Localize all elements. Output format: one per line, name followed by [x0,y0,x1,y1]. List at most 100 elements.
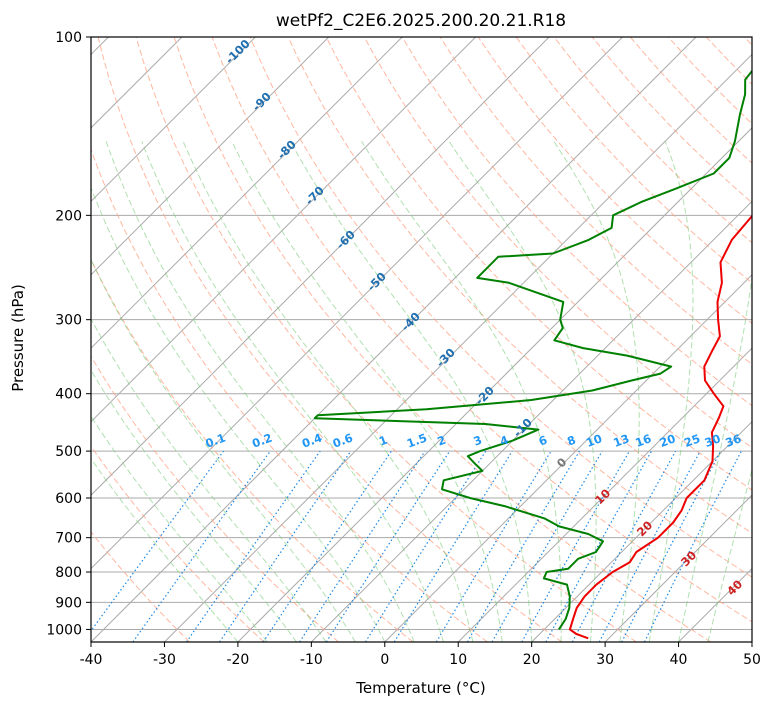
moist-adiabat-line [91,258,356,642]
y-tick-label: 800 [55,565,82,581]
isotherm-line [237,127,752,642]
dry-adiabat-line [173,37,712,642]
dry-adiabat-line [91,147,488,642]
dry-adiabat-line [287,37,752,534]
y-tick-label: 300 [55,313,82,329]
x-tick-label: -40 [80,652,103,668]
isotherm-line [91,37,256,203]
moist-adiabat-line [91,369,297,642]
mixing-ratio-line [364,450,487,642]
mixing-ratio-label: 36 [723,431,743,450]
y-tick-label: 200 [55,208,82,224]
mixing-ratio-line [643,450,742,642]
mixing-ratio-label: 20 [658,431,678,450]
mixing-ratio-label: 6 [537,433,549,449]
mixing-ratio-line [132,450,271,642]
y-axis-label: Pressure (hPa) [9,284,27,392]
y-tick-label: 600 [55,491,82,507]
mixing-ratio-line [299,450,426,642]
x-tick-label: 10 [449,652,467,668]
isotherm-line [678,567,752,642]
mixing-ratio-label: 0.1 [203,431,227,451]
isotherm-line [604,494,752,642]
isotherm-line [164,53,752,642]
mixing-ratio-label: 0.4 [300,431,324,451]
dry-adiabat-line [629,37,752,164]
dry-adiabat-line [667,37,752,125]
dry-adiabat-label: -80 [274,137,299,162]
isotherm-line [384,274,752,642]
x-tick-label: 40 [670,652,688,668]
axes-frame [90,36,753,643]
isotherm-line [91,37,477,423]
y-tick-label: 500 [55,444,82,460]
moist-adiabat-line [448,141,597,642]
mixing-ratio-line [393,450,513,642]
mixing-ratio-line [186,450,321,642]
dry-adiabat-line [211,37,752,623]
mixing-ratio-label: 30 [703,431,723,450]
isotherm-line [457,347,752,642]
mixing-ratio-line [545,450,653,642]
moist-adiabat-line [707,468,752,642]
dry-adiabat-label: -90 [249,89,274,114]
mixing-ratio-line [435,450,552,642]
isotherm-line [91,37,623,570]
y-axis: 100 200 300 400 500 600 700 800 900 1000 [46,30,91,638]
chart-title: wetPf2_C2E6.2025.200.20.21.R18 [276,11,566,31]
x-tick-label: 30 [596,652,614,668]
dry-adiabat-label: -50 [364,269,389,294]
mixing-ratio-label: 3 [471,433,483,449]
dry-adiabat-line [249,37,752,578]
plot-frame [90,36,753,643]
dry-adiabat-line [135,37,637,642]
mixing-ratio-line [466,450,581,642]
dry-adiabat-label: -30 [433,345,458,370]
moist-adiabat-line [361,141,562,642]
dry-adiabat-line [705,37,752,85]
dry-adiabat-line [401,37,752,407]
mixing-ratio-label: 2 [435,433,447,449]
moist-adiabat-line [553,141,640,642]
dry-adiabat-line [97,37,563,642]
x-axis: -40 -30 -20 -10 0 10 20 30 40 50 [80,642,761,668]
dry-adiabat-label: 40 [724,577,745,598]
moist-adiabat-line [289,141,533,642]
dewpoint-profile [313,69,752,630]
isotherm-line [751,641,752,642]
x-tick-label: -10 [300,652,323,668]
mixing-ratio-label: 16 [633,431,653,450]
x-axis-label: Temperature (°C) [355,679,485,697]
moist-adiabat-line [91,415,268,642]
dry-adiabat-line [91,355,339,642]
dry-adiabat-line [743,37,752,46]
mixing-ratio-label: 25 [682,431,702,450]
dry-adiabat-line [591,37,752,204]
isotherm-line [91,37,550,496]
dry-adiabat-line [439,37,752,365]
dry-adiabat-label: -70 [302,183,327,208]
moist-adiabat-line [231,141,503,642]
mixing-ratio-label: 8 [565,433,577,449]
y-tick-label: 700 [55,531,82,547]
mixing-ratio-label: 0.2 [250,431,274,451]
y-tick-label: 100 [55,30,82,46]
mixing-ratio-label: 1.5 [405,431,429,451]
plot-area: -100-90-80-70-60-50-40-30-20-10010203040… [91,37,752,642]
moist-adiabat-line [91,186,386,642]
dry-adiabat-line [91,531,190,642]
mixing-ratio-line [219,450,352,642]
moist-adiabat-line [678,274,752,642]
y-tick-label: 900 [55,595,82,611]
mixing-ratio-line [521,450,630,642]
isotherm-line [91,37,330,276]
x-tick-label: 20 [523,652,541,668]
moist-adiabat-line [105,141,415,642]
dry-adiabat-label: -60 [333,227,358,252]
moist-adiabat-line [182,141,474,642]
mixing-ratio-label: 13 [611,431,631,450]
x-tick-label: 50 [743,652,761,668]
x-tick-label: 0 [380,652,389,668]
dry-adiabat-label: 0 [554,455,570,471]
